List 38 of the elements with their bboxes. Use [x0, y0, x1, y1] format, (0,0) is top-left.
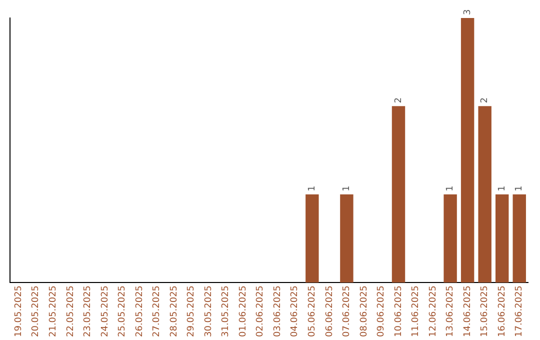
x-tick-label: 21.05.2025 [48, 285, 59, 337]
x-tick-label: 13.06.2025 [446, 285, 456, 337]
x-tick-label: 14.06.2025 [462, 285, 473, 337]
x-tick-label: 12.06.2025 [428, 285, 438, 337]
x-tick-label: 08.06.2025 [359, 285, 370, 337]
x-tick-label: 30.05.2025 [204, 285, 214, 337]
x-tick-label: 11.06.2025 [411, 285, 422, 337]
x-tick-label: 28.05.2025 [169, 285, 180, 337]
data-label: 1 [308, 186, 318, 192]
data-label: 3 [462, 9, 473, 15]
x-tick-label: 25.05.2025 [118, 285, 128, 337]
x-tick-label: 02.06.2025 [256, 285, 266, 337]
x-tick-label: 19.05.2025 [14, 285, 24, 337]
x-tick-label: 20.05.2025 [31, 285, 42, 337]
x-tick-label: 05.06.2025 [308, 285, 318, 337]
x-tick-label: 09.06.2025 [376, 285, 387, 337]
x-tick-label: 04.06.2025 [290, 285, 300, 337]
x-tick-label: 31.05.2025 [221, 285, 232, 337]
x-tick-label: 16.06.2025 [497, 285, 508, 337]
data-label: 2 [480, 97, 490, 104]
x-tick-label: 27.05.2025 [152, 285, 162, 337]
x-tick-label: 29.05.2025 [186, 285, 197, 337]
x-tick-label: 24.05.2025 [100, 285, 110, 337]
x-tick-label: 17.06.2025 [514, 285, 525, 337]
x-tick-label: 10.06.2025 [394, 285, 404, 337]
data-label: 1 [514, 186, 525, 192]
x-tick-label: 22.05.2025 [66, 285, 76, 337]
x-tick-label: 15.06.2025 [480, 285, 490, 337]
data-label: 1 [497, 186, 508, 192]
x-tick-label: 06.06.2025 [324, 285, 335, 337]
x-tick-label: 26.05.2025 [134, 285, 145, 337]
x-tick-label: 03.06.2025 [272, 285, 283, 337]
x-tick-label: 23.05.2025 [83, 285, 94, 337]
data-label: 1 [446, 186, 456, 192]
data-label: 1 [342, 186, 352, 192]
data-label: 2 [394, 97, 404, 104]
x-tick-label: 07.06.2025 [342, 285, 352, 337]
x-tick-label: 01.06.2025 [238, 285, 248, 337]
